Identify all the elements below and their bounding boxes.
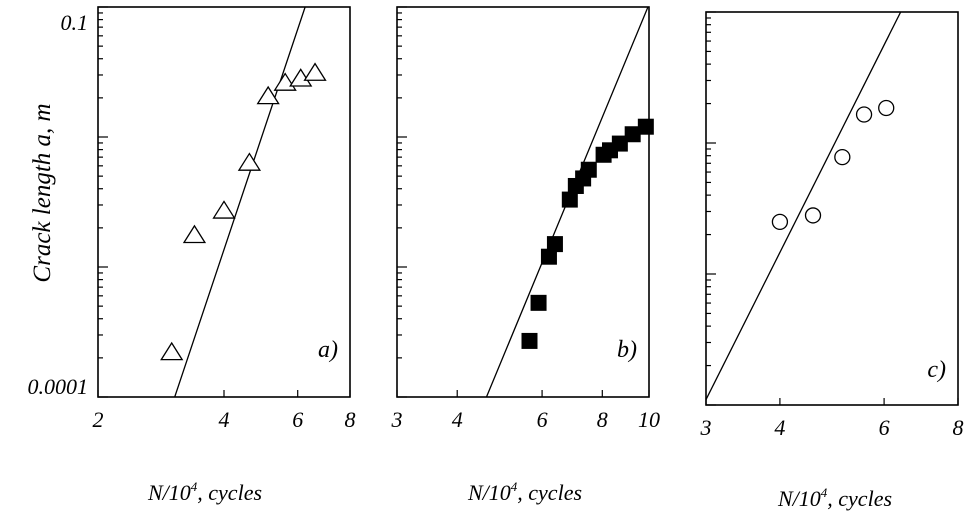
data-point-b-1 (530, 294, 547, 311)
data-point-a-7 (303, 62, 327, 81)
panel-label-a: a) (318, 337, 338, 363)
x-tick-label-a-0: 2 (93, 407, 104, 432)
fit-line-a (174, 7, 306, 397)
y-tick-label-top: 0.1 (61, 10, 89, 35)
x-tick-label-b-0: 3 (391, 407, 403, 432)
data-point-b-11 (624, 126, 641, 143)
x-tick-label-c-1: 4 (774, 415, 785, 440)
x-tick-label-a-3: 8 (345, 407, 356, 432)
plot-frame-c (705, 11, 959, 406)
plot-frame-b (396, 6, 650, 398)
x-tick-label-b-1: 4 (452, 407, 463, 432)
data-point-c-2 (834, 148, 851, 166)
x-tick-label-c-3: 8 (953, 415, 964, 440)
data-point-b-4 (561, 191, 578, 208)
x-tick-label-b-3: 8 (597, 407, 608, 432)
x-tick-label-c-0: 3 (700, 415, 712, 440)
data-point-b-0 (521, 332, 538, 349)
data-point-c-3 (855, 106, 873, 123)
x-tick-label-c-2: 6 (879, 415, 890, 440)
data-point-b-7 (580, 161, 597, 178)
data-point-a-0 (160, 341, 184, 361)
data-point-c-4 (878, 99, 895, 117)
data-point-a-3 (237, 152, 262, 171)
x-tick-label-a-1: 4 (219, 407, 230, 432)
x-axis-label-b: N/104, cycles (467, 479, 582, 505)
y-tick-label-bottom: 0.0001 (28, 374, 89, 399)
y-axis-label: Crack length a, m (29, 103, 56, 282)
panel-label-b: b) (617, 337, 637, 363)
fit-line-c (706, 12, 902, 400)
x-axis-label-a: N/104, cycles (147, 479, 262, 505)
data-point-a-4 (256, 85, 280, 105)
x-tick-label-b-4: 10 (638, 407, 660, 432)
x-tick-label-b-2: 6 (537, 407, 548, 432)
data-point-b-2 (540, 248, 557, 265)
data-point-b-3 (546, 236, 563, 253)
data-point-a-2 (212, 200, 236, 219)
x-tick-label-a-2: 6 (292, 407, 303, 432)
panel-label-c: c) (927, 357, 946, 383)
data-point-b-12 (637, 118, 654, 135)
data-point-c-0 (771, 213, 789, 231)
data-point-b-10 (611, 135, 628, 152)
data-point-c-1 (804, 207, 822, 224)
data-point-a-1 (182, 224, 207, 244)
x-axis-label-c: N/104, cycles (777, 485, 892, 511)
